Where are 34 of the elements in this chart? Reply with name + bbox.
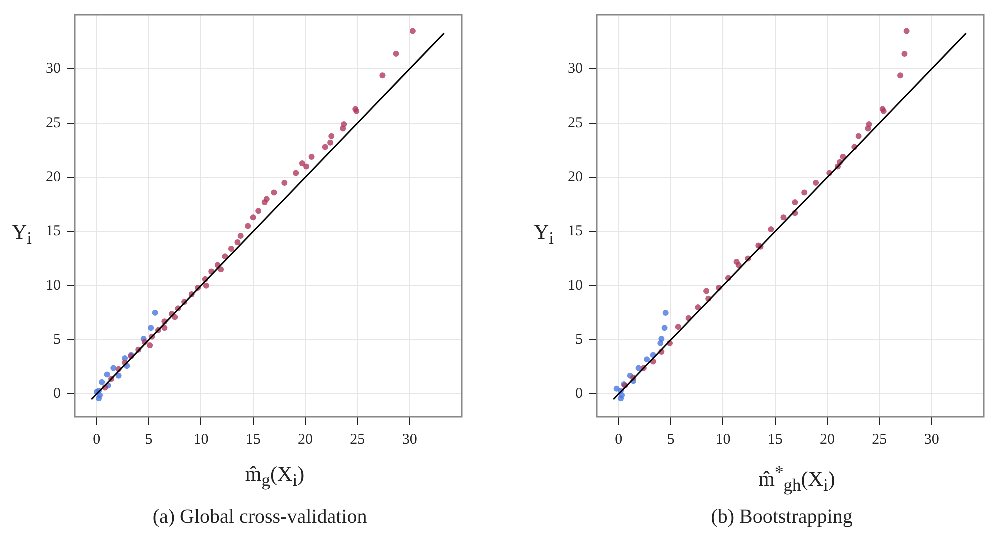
y-tick-label: 0 bbox=[576, 386, 583, 402]
y-tick-label: 0 bbox=[54, 386, 61, 402]
x-tick-label: 0 bbox=[615, 432, 623, 448]
x-tick-label: 10 bbox=[194, 432, 209, 448]
y-tick-label: 15 bbox=[46, 224, 61, 240]
y-tick-label: 5 bbox=[54, 332, 61, 348]
x-tick-label: 20 bbox=[298, 432, 314, 448]
x-tick-label: 0 bbox=[93, 432, 101, 448]
x-tick-label: 20 bbox=[820, 432, 836, 448]
text: (a) Global cross-validation bbox=[152, 506, 368, 529]
x-tick-label: 25 bbox=[872, 432, 888, 448]
y-tick-label: 25 bbox=[568, 115, 583, 132]
y-tick-label: 30 bbox=[568, 61, 583, 78]
y-tick-label: 10 bbox=[568, 278, 583, 294]
x-tick-label: 25 bbox=[350, 432, 366, 448]
x-tick-label: 30 bbox=[924, 432, 940, 448]
x-axis-title: m̂$^{*}$$_{gh}$(X$_{i}$) bbox=[758, 462, 836, 496]
x-tick-label: 15 bbox=[768, 432, 783, 448]
x-tick-label: 10 bbox=[716, 432, 731, 448]
y-tick-label: 15 bbox=[568, 224, 583, 240]
x-tick-label: 15 bbox=[246, 432, 261, 448]
y-axis-title: Y$_{i}$ bbox=[12, 220, 32, 250]
y-tick-label: 25 bbox=[46, 115, 61, 132]
x-tick-label: 5 bbox=[667, 432, 675, 448]
y-axis-title: Y$_{i}$ bbox=[534, 220, 554, 250]
y-tick-label: 5 bbox=[576, 332, 583, 348]
y-tick-label: 10 bbox=[46, 278, 61, 294]
y-tick-label: 30 bbox=[46, 61, 61, 78]
x-axis-title: m̂$_{g}$(X$_{i}$) bbox=[245, 462, 305, 492]
y-tick-label: 20 bbox=[568, 169, 583, 186]
x-tick-label: 30 bbox=[402, 432, 418, 448]
y-tick-label: 20 bbox=[46, 169, 61, 186]
x-tick-label: 5 bbox=[145, 432, 153, 448]
text: (b) Bootstrapping bbox=[711, 506, 853, 529]
